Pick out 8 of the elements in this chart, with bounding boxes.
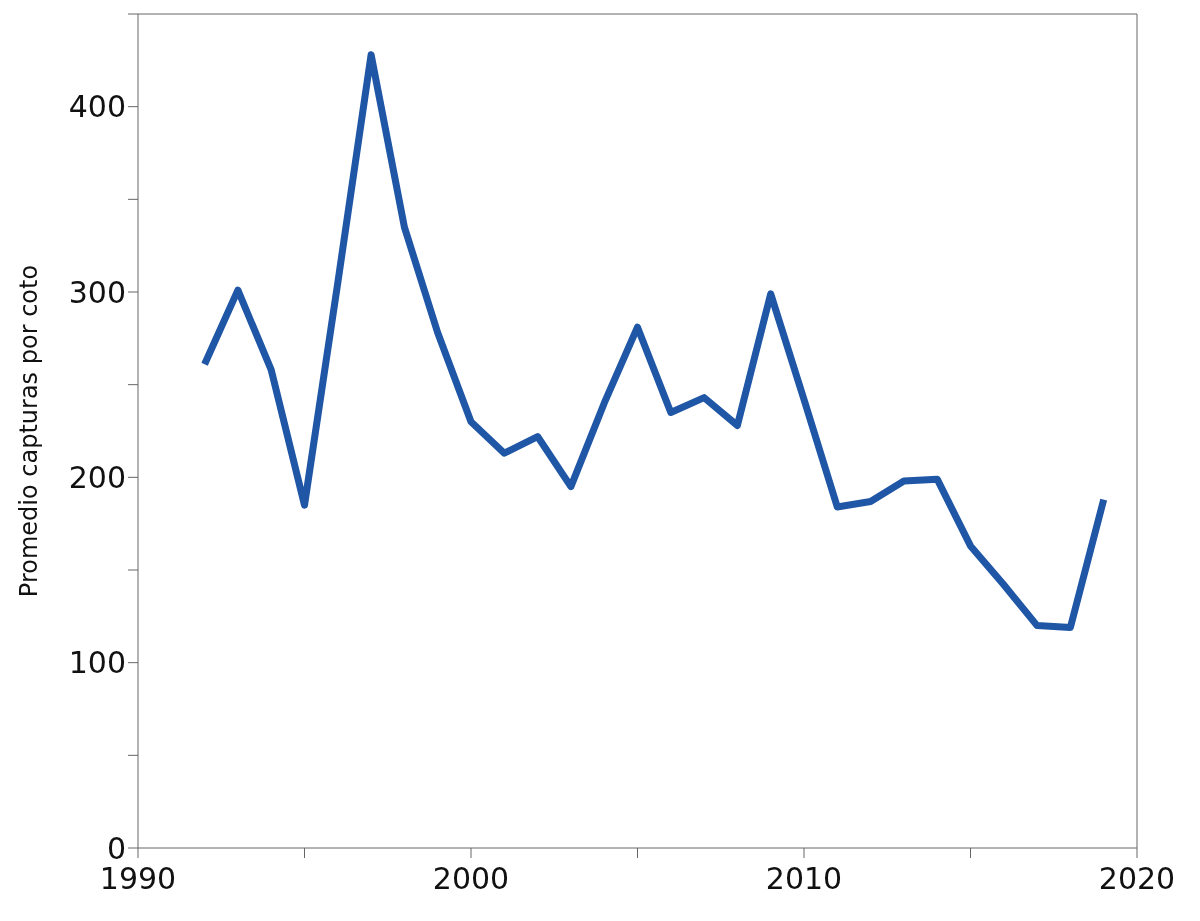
y-axis-title: Promedio capturas por coto <box>14 264 43 598</box>
y-tick-label: 200 <box>68 459 126 495</box>
x-tick-label: 2000 <box>432 861 510 897</box>
y-tick-label: 400 <box>68 89 126 125</box>
x-tick-label: 2020 <box>1098 861 1176 897</box>
y-tick-label: 100 <box>68 645 126 681</box>
x-tick-label: 2010 <box>765 861 843 897</box>
y-tick-label: 300 <box>68 274 126 310</box>
